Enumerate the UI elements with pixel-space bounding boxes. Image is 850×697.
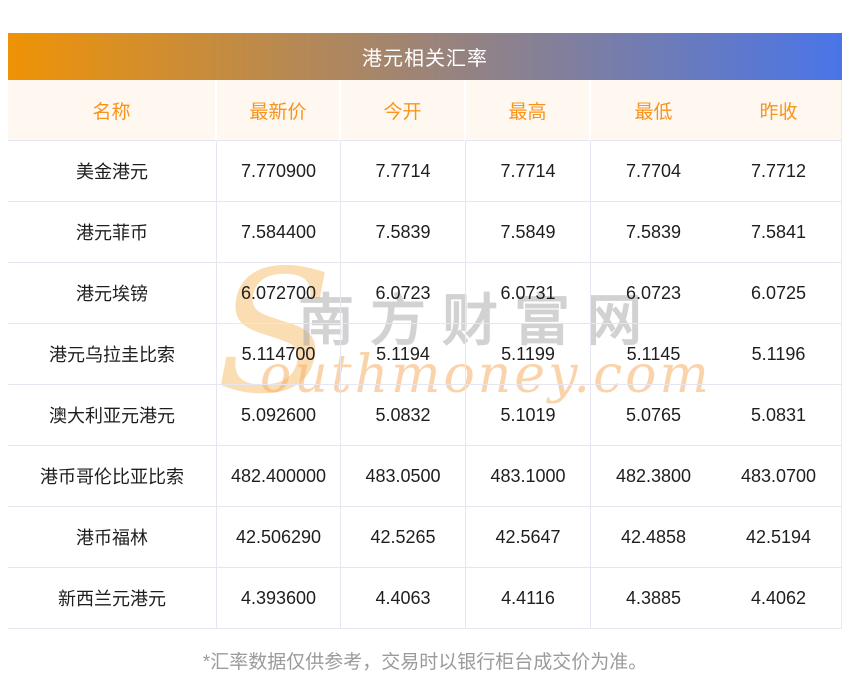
- rate-value: 483.0500: [341, 446, 466, 507]
- column-header-3: 今开: [341, 80, 466, 141]
- rate-value: 5.1145: [591, 324, 716, 385]
- rate-value: 6.0731: [466, 263, 591, 324]
- rate-value: 7.7712: [716, 141, 841, 202]
- rate-value: 5.092600: [217, 385, 341, 446]
- table-row: 港元埃镑 6.072700 6.0723 6.0731 6.0723 6.0725: [8, 263, 841, 324]
- rate-value: 7.5839: [341, 202, 466, 263]
- column-header-5: 最低: [591, 80, 716, 141]
- table-header-row: 名称 最新价 今开 最高 最低 昨收: [8, 80, 841, 141]
- rate-value: 5.0765: [591, 385, 716, 446]
- rate-value: 4.3885: [591, 568, 716, 629]
- column-header-6: 昨收: [716, 80, 841, 141]
- rates-table: 名称 最新价 今开 最高 最低 昨收 美金港元 7.770900 7.7714 7.7714 7.…: [8, 80, 842, 629]
- rate-value: 6.0725: [716, 263, 841, 324]
- table-row: 港币哥伦比亚比索 482.400000 483.0500 483.1000 482.38…: [8, 446, 841, 507]
- rate-value: 42.5265: [341, 507, 466, 568]
- table-row: 美金港元 7.770900 7.7714 7.7714 7.7704 7.7712: [8, 141, 841, 202]
- column-header-1: 名称: [8, 80, 217, 141]
- currency-pair-name: 港币哥伦比亚比索: [8, 446, 217, 507]
- currency-pair-name: 新西兰元港元: [8, 568, 217, 629]
- rate-value: 483.1000: [466, 446, 591, 507]
- currency-pair-name: 港元乌拉圭比索: [8, 324, 217, 385]
- rate-value: 42.5647: [466, 507, 591, 568]
- rate-value: 6.0723: [341, 263, 466, 324]
- table-row: 新西兰元港元 4.393600 4.4063 4.4116 4.3885 4.4062: [8, 568, 841, 629]
- panel-title-bar: 港元相关汇率: [8, 33, 842, 80]
- column-header-2: 最新价: [217, 80, 341, 141]
- rate-value: 7.5849: [466, 202, 591, 263]
- panel-title: 港元相关汇率: [362, 48, 488, 70]
- currency-pair-name: 澳大利亚元港元: [8, 385, 217, 446]
- rate-value: 42.506290: [217, 507, 341, 568]
- rate-value: 7.7714: [341, 141, 466, 202]
- rate-value: 7.7704: [591, 141, 716, 202]
- rate-value: 7.5841: [716, 202, 841, 263]
- rate-value: 7.584400: [217, 202, 341, 263]
- rate-value: 42.5194: [716, 507, 841, 568]
- rate-value: 483.0700: [716, 446, 841, 507]
- currency-pair-name: 港元菲币: [8, 202, 217, 263]
- rate-value: 4.4063: [341, 568, 466, 629]
- currency-pair-name: 美金港元: [8, 141, 217, 202]
- rate-value: 7.7714: [466, 141, 591, 202]
- disclaimer-text: *汇率数据仅供参考，交易时以银行柜台成交价为准。: [202, 652, 648, 673]
- currency-pair-name: 港币福林: [8, 507, 217, 568]
- rate-value: 42.4858: [591, 507, 716, 568]
- table-body: 美金港元 7.770900 7.7714 7.7714 7.7704 7.7712 港元菲币…: [8, 141, 841, 629]
- rate-value: 7.5839: [591, 202, 716, 263]
- rate-value: 6.072700: [217, 263, 341, 324]
- rate-value: 5.114700: [217, 324, 341, 385]
- rate-value: 7.770900: [217, 141, 341, 202]
- table-row: 港元乌拉圭比索 5.114700 5.1194 5.1199 5.1145 5.1196: [8, 324, 841, 385]
- column-header-4: 最高: [466, 80, 591, 141]
- rate-value: 5.1019: [466, 385, 591, 446]
- rate-value: 4.4116: [466, 568, 591, 629]
- rate-value: 5.1194: [341, 324, 466, 385]
- table-row: 港币福林 42.506290 42.5265 42.5647 42.4858 42.519…: [8, 507, 841, 568]
- exchange-rate-panel: 港元相关汇率 名称 最新价 今开 最高 最低 昨收 美金港元 7.770900 7.7714 7…: [8, 33, 842, 674]
- rate-value: 5.1196: [716, 324, 841, 385]
- table-row: 港元菲币 7.584400 7.5839 7.5849 7.5839 7.5841: [8, 202, 841, 263]
- rate-value: 4.4062: [716, 568, 841, 629]
- rate-value: 5.1199: [466, 324, 591, 385]
- rate-value: 482.400000: [217, 446, 341, 507]
- rate-value: 5.0831: [716, 385, 841, 446]
- table-row: 澳大利亚元港元 5.092600 5.0832 5.1019 5.0765 5.0831: [8, 385, 841, 446]
- rate-value: 482.3800: [591, 446, 716, 507]
- rate-value: 5.0832: [341, 385, 466, 446]
- currency-pair-name: 港元埃镑: [8, 263, 217, 324]
- rate-value: 4.393600: [217, 568, 341, 629]
- rate-value: 6.0723: [591, 263, 716, 324]
